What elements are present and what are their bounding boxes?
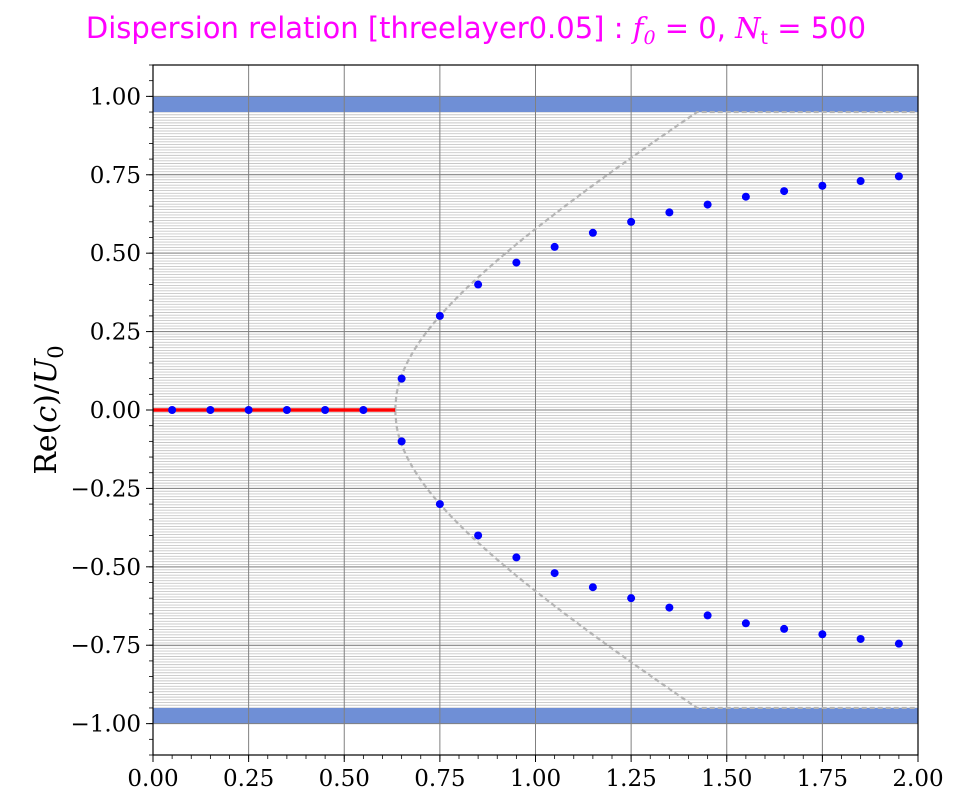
x-tick-label: 1.25 xyxy=(606,766,657,792)
data-point-upper xyxy=(741,192,750,201)
data-point-zero xyxy=(206,406,215,414)
data-point-zero xyxy=(168,406,177,414)
data-point-zero xyxy=(282,406,291,414)
data-point-lower xyxy=(397,437,406,446)
data-point-upper xyxy=(435,311,444,320)
y-tick-label: 0.75 xyxy=(90,163,141,189)
y-axis-label: Re(c)/U0 xyxy=(29,345,68,474)
x-tick-label: 0.25 xyxy=(223,766,274,792)
data-point-upper xyxy=(703,200,712,209)
y-tick-label: −0.25 xyxy=(71,476,141,502)
data-point-lower xyxy=(818,630,827,639)
data-point-lower xyxy=(627,594,636,603)
x-tick-label: 1.00 xyxy=(510,766,561,792)
x-tick-label: 0.00 xyxy=(127,766,178,792)
data-point-upper xyxy=(474,280,483,289)
data-point-upper xyxy=(512,258,521,267)
data-point-lower xyxy=(856,634,865,643)
data-point-lower xyxy=(780,624,789,633)
data-point-upper xyxy=(397,374,406,383)
data-point-lower xyxy=(703,611,712,620)
chart-title: Dispersion relation [threelayer0.05] : f… xyxy=(86,11,866,49)
data-point-upper xyxy=(818,181,827,190)
y-tick-label: −0.75 xyxy=(71,633,141,659)
plot-area xyxy=(152,64,919,756)
data-point-lower xyxy=(741,619,750,628)
data-point-lower xyxy=(512,553,521,562)
x-axis-ticks: 0.00 0.25 0.50 0.75 1.00 1.25 1.50 1.75 2.00 xyxy=(127,755,944,792)
x-tick-label: 1.75 xyxy=(797,766,848,792)
data-point-zero xyxy=(321,406,330,414)
data-point-zero xyxy=(244,406,253,414)
data-point-lower xyxy=(435,500,444,509)
y-axis-ticks: 1.00 0.75 0.50 0.25 0.00 −0.25 −0.50 −0.75 −1.00 xyxy=(71,64,153,756)
data-point-zero xyxy=(359,406,368,414)
x-tick-label: 1.50 xyxy=(701,766,752,792)
x-tick-label: 0.50 xyxy=(319,766,370,792)
data-point-upper xyxy=(665,208,674,217)
data-point-lower xyxy=(665,603,674,612)
data-point-upper xyxy=(588,228,597,237)
data-point-upper xyxy=(856,177,865,186)
x-tick-label: 2.00 xyxy=(892,766,943,792)
x-tick-label: 0.75 xyxy=(414,766,465,792)
analytic-curve-upper xyxy=(394,110,918,411)
plot-content xyxy=(153,65,918,755)
analytic-curve-lower xyxy=(394,409,918,710)
y-tick-label: 1.00 xyxy=(90,84,141,110)
data-point-lower xyxy=(550,569,559,578)
y-tick-label: 0.00 xyxy=(90,398,141,424)
data-point-upper xyxy=(627,217,636,226)
data-point-upper xyxy=(894,172,903,181)
y-tick-label: −0.50 xyxy=(71,555,141,581)
data-point-lower xyxy=(588,583,597,592)
data-point-upper xyxy=(780,187,789,196)
data-point-upper xyxy=(550,242,559,251)
data-point-lower xyxy=(474,531,483,540)
data-point-lower xyxy=(894,639,903,648)
y-tick-label: −1.00 xyxy=(71,712,141,738)
y-tick-label: 0.25 xyxy=(90,320,141,346)
y-tick-label: 0.50 xyxy=(90,241,141,267)
